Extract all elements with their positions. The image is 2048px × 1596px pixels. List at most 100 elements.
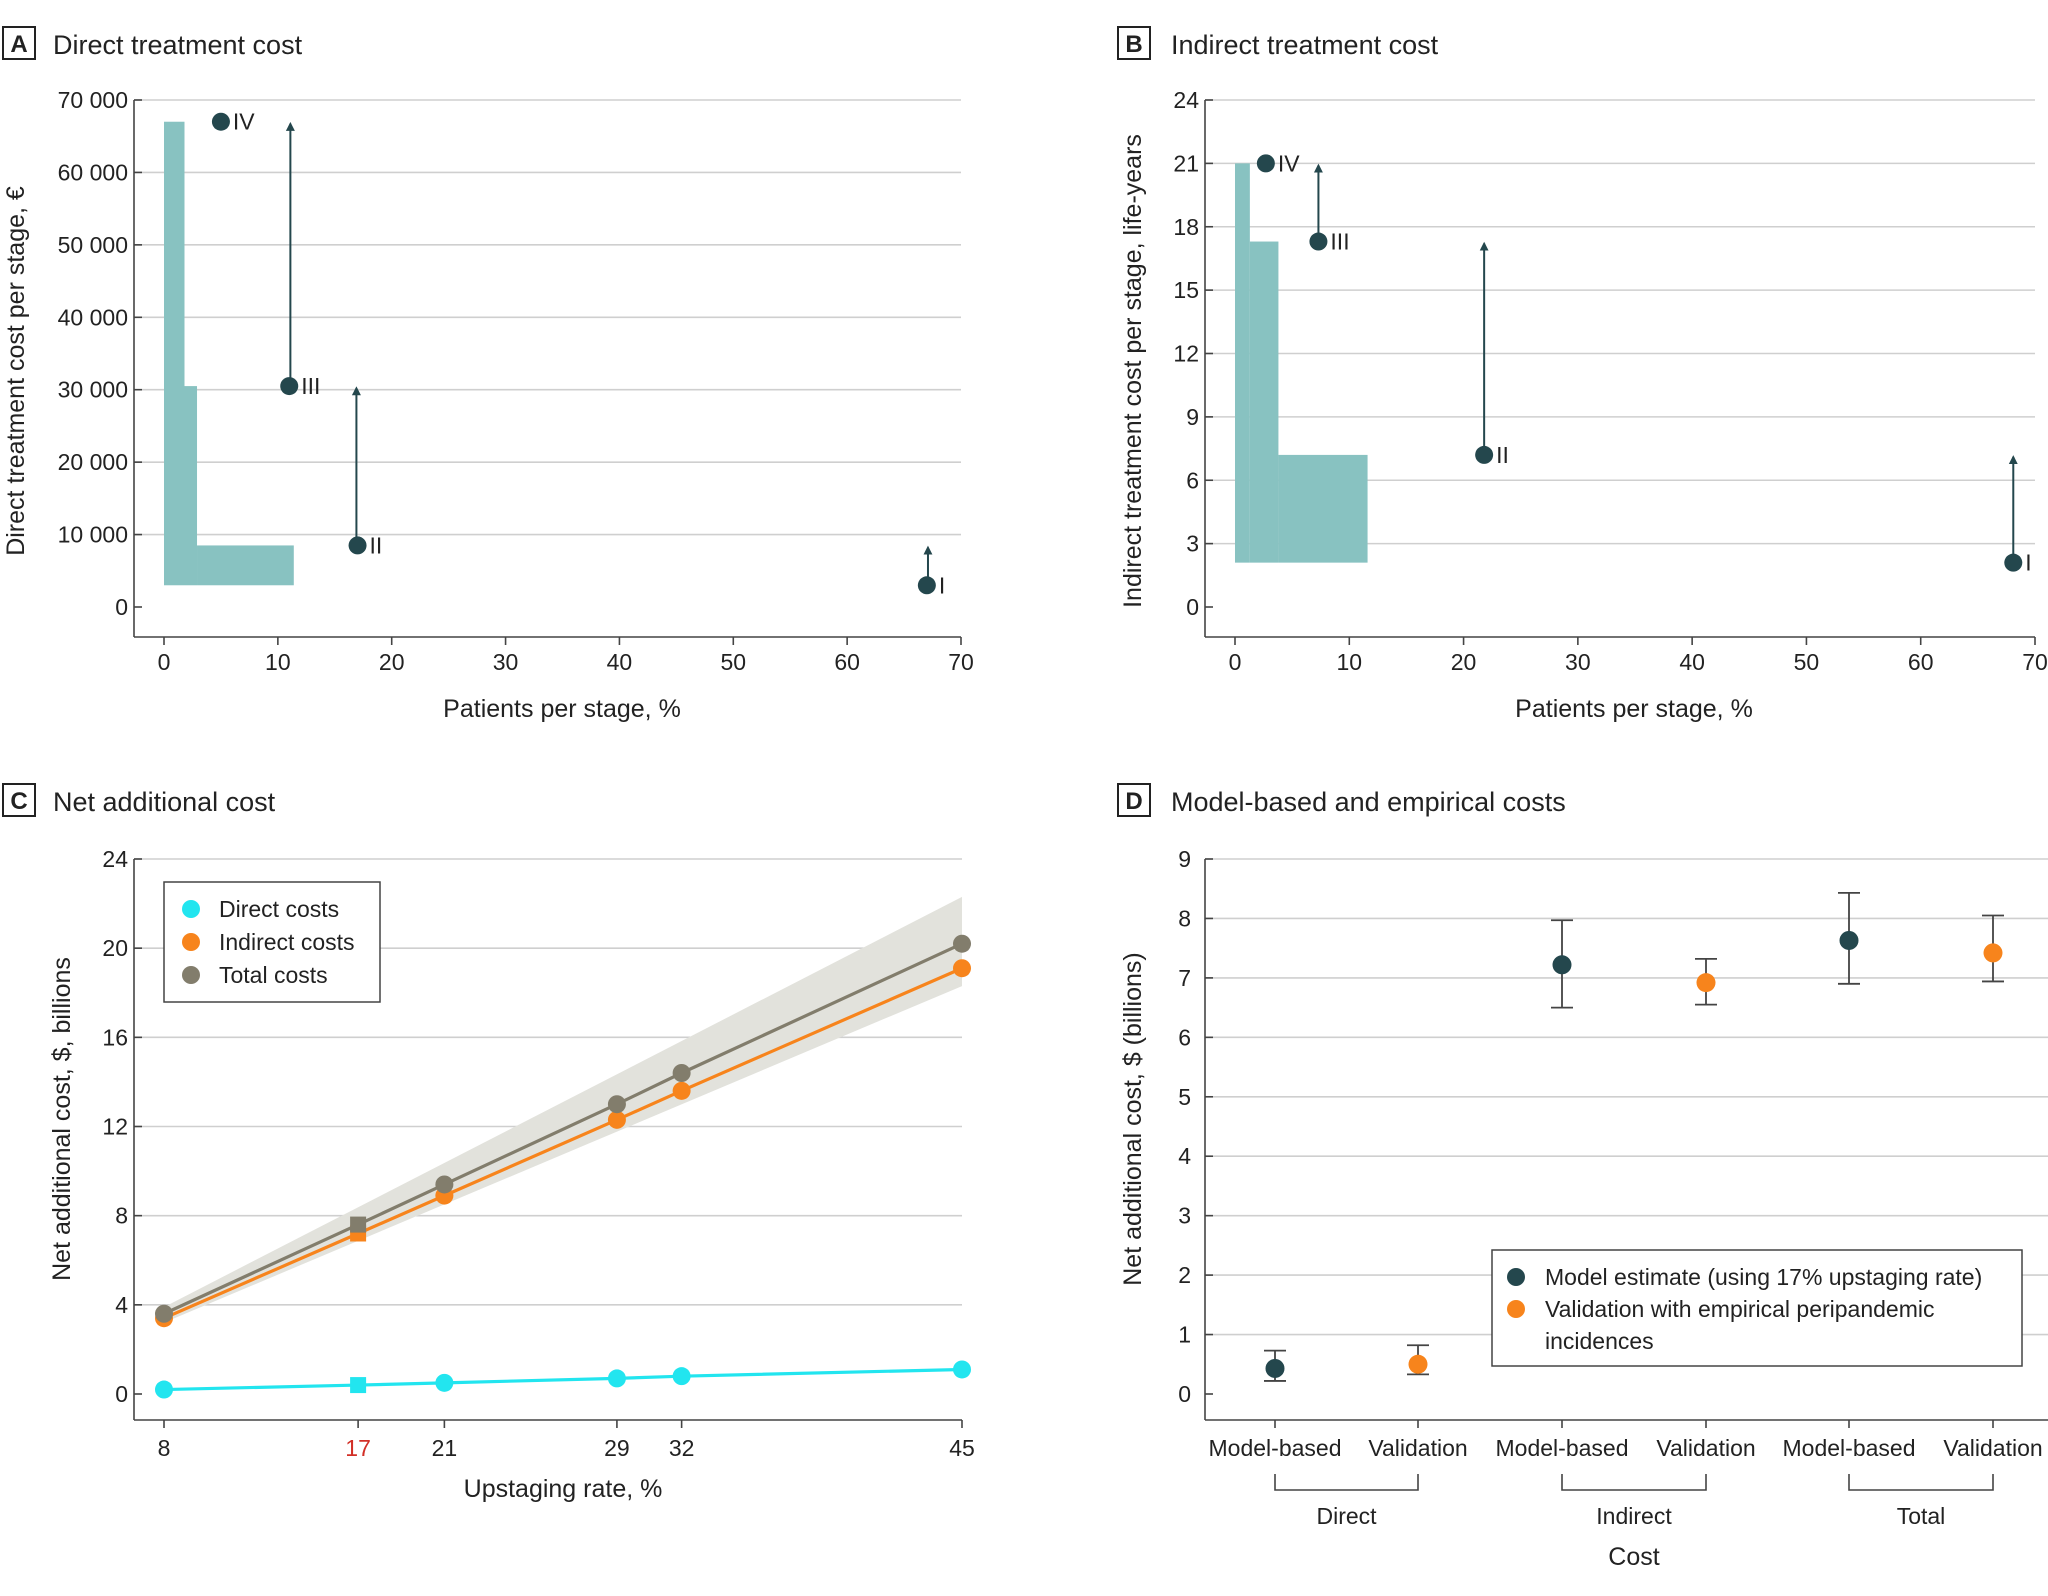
- panel-b-x-tick-label: 20: [1451, 649, 1477, 675]
- panel-d-group-label: Total: [1897, 1503, 1946, 1529]
- panel-d-letter: D: [1125, 788, 1142, 815]
- panel-c-point-total-costs: [350, 1216, 367, 1233]
- panel-a-point-label-stage-iv: IV: [233, 109, 255, 135]
- panel-c-y-tick-label: 12: [102, 1114, 128, 1140]
- panel-d-model-based-and-empirical-costs: D Model-based and empirical costs 0 1 2 3 4 5…: [1117, 783, 2048, 1571]
- panel-a-bar-stage-iii: [184, 386, 198, 586]
- panel-b-x-tick-label: 40: [1679, 649, 1705, 675]
- panel-c-x-tick-label: 21: [432, 1435, 458, 1461]
- panel-d-x-tick-label: Validation: [1368, 1435, 1467, 1461]
- panel-c-legend-marker: [182, 933, 200, 951]
- panel-d-group-label: Direct: [1316, 1503, 1377, 1529]
- panel-d-letter-box: [1117, 783, 1151, 817]
- panel-d-x-tick-label: Validation: [1656, 1435, 1755, 1461]
- panel-b-y-tick-label: 21: [1173, 150, 1199, 176]
- panel-a-y-tick-label: 20 000: [58, 449, 128, 475]
- panel-a-x-axis-title: Patients per stage, %: [443, 695, 681, 723]
- panel-c-point-direct-costs: [672, 1367, 691, 1386]
- panel-b-x-tick-label: 0: [1229, 649, 1242, 675]
- panel-a-y-tick-label: 50 000: [58, 232, 128, 258]
- panel-c-y-tick-label: 8: [115, 1203, 128, 1229]
- panel-d-y-axis-title: Net additional cost, $ (billions): [1119, 952, 1147, 1286]
- panel-d-x-tick-label: Model-based: [1209, 1435, 1342, 1461]
- panel-d-group-bracket: [1274, 1474, 1419, 1491]
- panel-a-x-tick-label: 50: [720, 649, 746, 675]
- panel-b-point-stage-iv: [1256, 154, 1275, 173]
- panel-a-y-tick-label: 30 000: [58, 377, 128, 403]
- panel-d-point-model-estimate: [1839, 930, 1859, 950]
- panel-b-point-label-stage-iv: IV: [1278, 150, 1300, 176]
- panel-c-point-indirect-costs: [672, 1081, 691, 1100]
- panel-a-x-tick-label: 60: [834, 649, 860, 675]
- panel-b-x-tick-label: 60: [1908, 649, 1934, 675]
- panel-c-line-total-costs: [163, 942, 963, 1316]
- panel-d-x-tick-label: Model-based: [1783, 1435, 1916, 1461]
- panel-c-legend-label: Direct costs: [219, 896, 339, 922]
- panel-c-point-indirect-costs: [607, 1110, 626, 1129]
- panel-c-y-tick-label: 4: [115, 1292, 128, 1318]
- panel-d-y-tick-label: 9: [1178, 846, 1191, 872]
- panel-d-legend-marker: [1507, 1268, 1525, 1286]
- panel-c-y-tick-label: 0: [115, 1381, 128, 1407]
- panel-b-letter-box: [1117, 26, 1151, 60]
- panel-c-point-direct-costs: [607, 1369, 626, 1388]
- panel-c-point-direct-costs: [350, 1377, 367, 1394]
- panel-c-title: Net additional cost: [53, 787, 276, 817]
- panel-b-y-tick-label: 3: [1186, 531, 1199, 557]
- panel-b-y-tick-label: 24: [1173, 87, 1199, 113]
- panel-a-y-tick-label: 10 000: [58, 522, 128, 548]
- panel-d-y-tick-label: 0: [1178, 1381, 1191, 1407]
- panel-d-legend-label-line: Validation with empirical peripandemic: [1545, 1296, 1934, 1322]
- panel-c-x-tick-label: 32: [669, 1435, 695, 1461]
- panel-c-legend-marker: [182, 966, 200, 984]
- panel-c-y-tick-label: 20: [102, 935, 128, 961]
- panel-a-x-tick-label: 0: [158, 649, 171, 675]
- panel-c-legend-label: Total costs: [219, 962, 328, 988]
- panel-d-x-tick-label: Validation: [1943, 1435, 2042, 1461]
- panel-d-y-tick-label: 8: [1178, 905, 1191, 931]
- panel-b-x-tick-label: 10: [1336, 649, 1362, 675]
- panel-c-x-axis-title: Upstaging rate, %: [464, 1475, 663, 1503]
- panel-a-point-label-stage-ii: II: [370, 532, 383, 558]
- panel-a-letter-box: [2, 26, 36, 60]
- panel-c-point-total-costs: [607, 1095, 626, 1114]
- panel-d-legend-box: [1491, 1249, 2023, 1367]
- panel-c-point-total-costs: [435, 1175, 454, 1194]
- panel-a-x-tick-label: 20: [379, 649, 405, 675]
- panel-c-point-direct-costs: [953, 1360, 971, 1379]
- panel-c-line-direct-costs: [163, 1367, 963, 1392]
- panel-b-title: Indirect treatment cost: [1171, 30, 1439, 60]
- panel-d-legend-label: Model estimate (using 17% upstaging rate…: [1545, 1264, 1982, 1290]
- panel-d-y-tick-label: 2: [1178, 1262, 1191, 1288]
- panel-d-x-axis-title: Cost: [1608, 1543, 1659, 1571]
- panel-a-title: Direct treatment cost: [53, 30, 303, 60]
- panel-c-legend-marker: [182, 900, 200, 918]
- panel-c-line-indirect-costs: [163, 966, 963, 1320]
- panel-d-legend-label: Validation with empirical peripandemic in…: [1545, 1296, 1934, 1354]
- panel-d-x-tick-label: Model-based: [1496, 1435, 1629, 1461]
- panel-b-x-axis-title: Patients per stage, %: [1515, 695, 1753, 723]
- panel-a-y-tick-label: 0: [115, 594, 128, 620]
- panel-c-total-cost-uncertainty-band: [164, 896, 962, 1323]
- panel-b-y-tick-label: 9: [1186, 404, 1199, 430]
- panel-d-y-tick-label: 1: [1178, 1322, 1191, 1348]
- panel-b-y-tick-label: 18: [1173, 214, 1199, 240]
- panel-a-point-stage-iii: [280, 377, 299, 396]
- panel-b-bar-stage-iv: [1235, 163, 1250, 563]
- panel-b-y-tick-label: 15: [1173, 277, 1199, 303]
- panel-c-point-total-costs: [672, 1064, 691, 1082]
- panel-d-y-tick-label: 3: [1178, 1203, 1191, 1229]
- panel-d-group-label: Indirect: [1596, 1503, 1672, 1529]
- panel-d-group-bracket: [1561, 1474, 1707, 1491]
- panel-c-y-tick-label: 24: [102, 846, 128, 872]
- panel-c-x-tick-label: 45: [949, 1435, 975, 1461]
- panel-a-x-tick-label: 10: [265, 649, 291, 675]
- panel-a-y-axis-title: Direct treatment cost per stage, €: [2, 186, 30, 556]
- panel-b-x-tick-label: 70: [2022, 649, 2048, 675]
- panel-c-point-total-costs: [155, 1304, 173, 1323]
- panel-a-point-label-stage-iii: III: [301, 373, 320, 399]
- panel-a-point-stage-iv: [211, 112, 230, 131]
